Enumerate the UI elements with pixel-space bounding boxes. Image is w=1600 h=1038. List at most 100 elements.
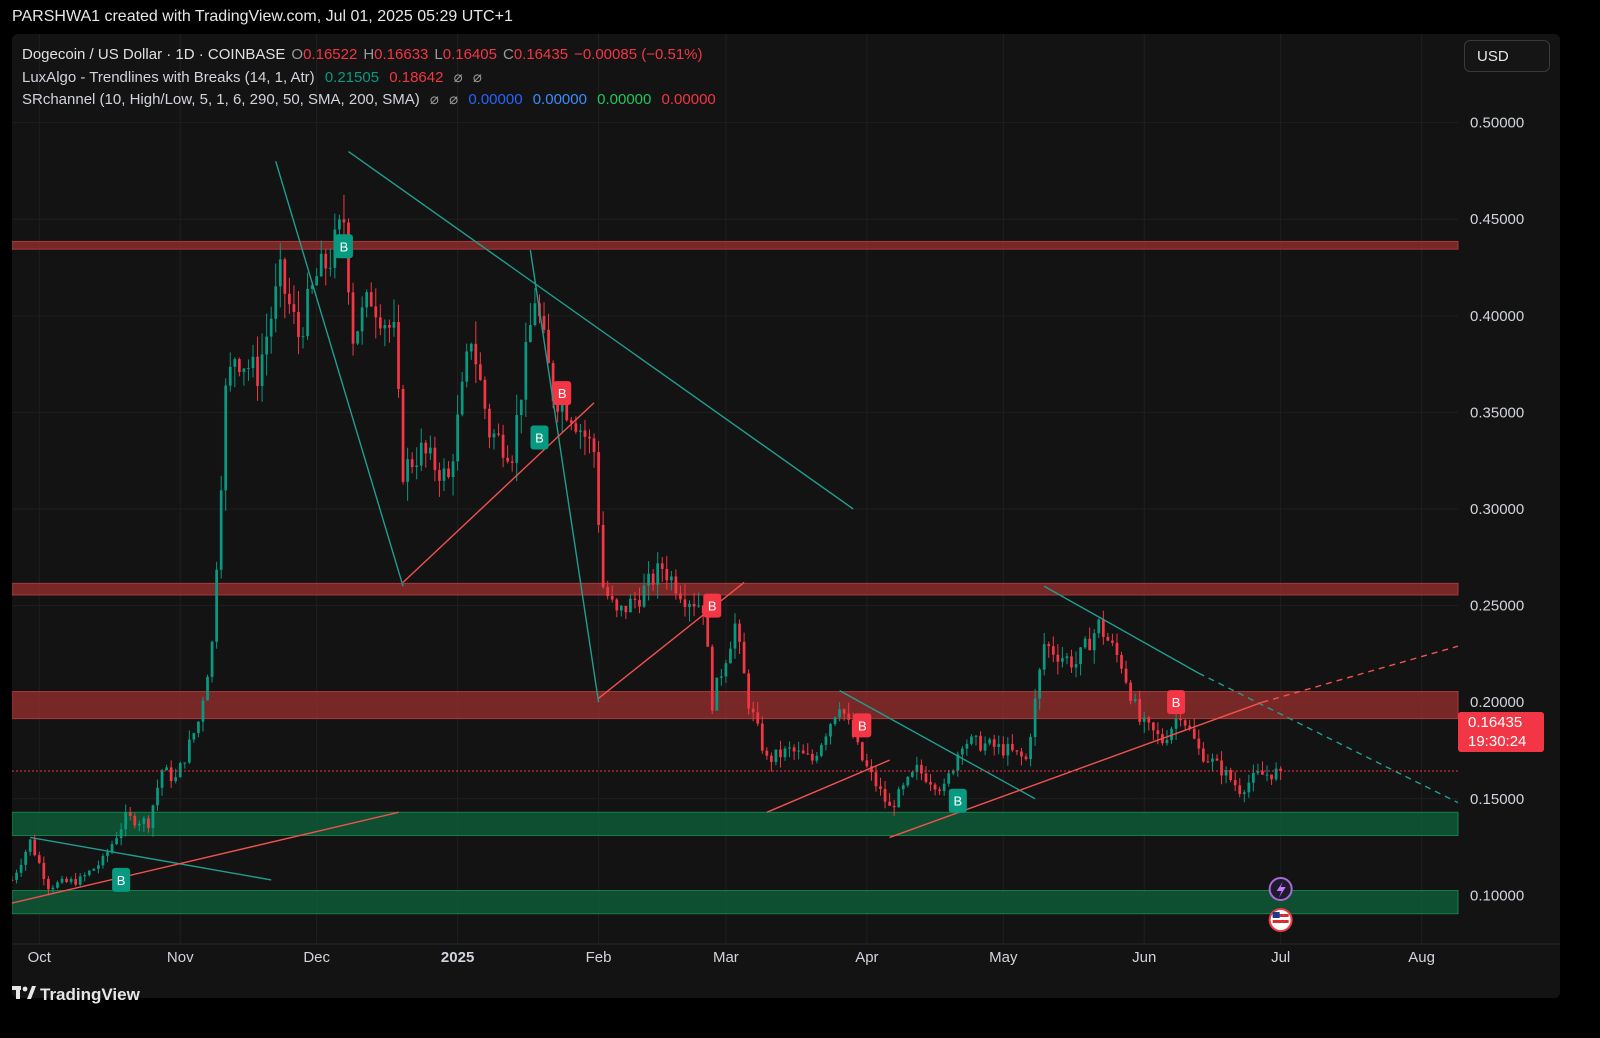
candle-up [729, 648, 732, 664]
candle-up [160, 770, 164, 788]
candle-down [760, 723, 764, 751]
candle-up [560, 401, 564, 412]
candle-up [797, 750, 801, 752]
candle-up [1074, 664, 1078, 668]
candle-up [815, 755, 819, 761]
candle-up [101, 855, 105, 866]
candle-up [833, 717, 837, 725]
candle-up [242, 368, 246, 373]
candle-up [183, 762, 187, 764]
candle-up [533, 303, 537, 326]
candle-down [979, 735, 982, 751]
candle-up [824, 736, 828, 745]
candle-up [656, 563, 660, 585]
candle-up [142, 818, 146, 824]
symbol-title[interactable]: Dogecoin / US Dollar · 1D · COINBASE [22, 46, 286, 63]
candle-down [397, 322, 400, 389]
candle-down [692, 603, 696, 607]
candle-down [651, 573, 655, 585]
candle-up [156, 787, 159, 806]
y-tick-label: 0.20000 [1470, 694, 1524, 711]
candle-down [888, 801, 891, 806]
candle-up [274, 286, 278, 319]
candle-up [60, 878, 64, 883]
candle-down [1220, 760, 1223, 776]
teal-trendline [275, 161, 404, 587]
candle-down [751, 708, 755, 713]
teal-trendline [1198, 672, 1459, 804]
candle-up [1170, 728, 1173, 740]
candle-down [169, 767, 173, 782]
y-tick-label: 0.10000 [1470, 887, 1524, 904]
candle-down [1279, 768, 1283, 772]
candle-down [33, 839, 37, 856]
candle-down [1011, 743, 1014, 751]
candle-up [24, 851, 28, 865]
currency-selector[interactable]: USD [1464, 40, 1550, 72]
candle-down [378, 317, 382, 329]
teal-trendline [529, 250, 600, 703]
price-chart[interactable]: B B B B B B B B 0.50000 0.45000 0.40000 0.35000 0.30… [12, 34, 1560, 998]
candle-up [192, 733, 196, 740]
candle-down [401, 388, 405, 482]
candle-up [201, 700, 205, 722]
y-tick-label: 0.35000 [1470, 404, 1524, 421]
hidden-icon[interactable]: ⌀ [472, 69, 482, 86]
candle-down [747, 673, 751, 709]
candle-down [324, 253, 328, 269]
candle-up [642, 585, 646, 607]
hidden-icon[interactable]: ⌀ [429, 91, 439, 108]
candle-up [519, 399, 523, 416]
candle-up [829, 724, 832, 737]
tradingview-logo-icon [12, 985, 36, 1005]
candle-up [328, 267, 332, 269]
candle-down [237, 359, 241, 373]
indicator-legend-srchannel[interactable]: SRchannel (10, High/Low, 5, 1, 6, 290, 5… [22, 90, 722, 108]
candle-up [788, 747, 791, 749]
candle-up [210, 641, 214, 677]
candle-up [333, 229, 337, 268]
candle-up [783, 748, 787, 758]
hidden-icon[interactable]: ⌀ [453, 69, 463, 86]
indicator-name-srchannel[interactable]: SRchannel (10, High/Low, 5, 1, 6, 290, 5… [22, 91, 420, 108]
candle-down [410, 459, 414, 468]
candle-up [260, 354, 264, 386]
candle-up [960, 748, 964, 755]
candle-up [233, 359, 237, 367]
candle-up [965, 743, 969, 749]
candle-down [701, 605, 705, 614]
candle-up [629, 598, 632, 613]
y-tick-label: 0.45000 [1470, 211, 1524, 228]
red-trendline [12, 811, 399, 904]
candle-up [469, 343, 473, 352]
candle-down [892, 805, 896, 808]
candle-down [1201, 748, 1205, 762]
candle-down [1261, 771, 1264, 775]
candle-up [1256, 771, 1260, 773]
indicator-legend-luxalgo[interactable]: LuxAlgo - Trendlines with Breaks (14, 1,… [22, 68, 488, 86]
candle-up [906, 776, 910, 786]
chart-panel[interactable]: B B B B B B B B 0.50000 0.45000 0.40000 0.35000 0.30… [12, 34, 1560, 998]
hidden-icon[interactable]: ⌀ [449, 91, 459, 108]
indicator-name-luxalgo[interactable]: LuxAlgo - Trendlines with Breaks (14, 1,… [22, 69, 315, 86]
candle-up [724, 663, 728, 677]
candle-down [1101, 619, 1105, 637]
candle-down [1115, 642, 1119, 655]
candle-down [1197, 738, 1201, 749]
close-label: C [502, 46, 514, 63]
footer-brand[interactable]: TradingView [12, 985, 140, 1005]
current-price-label: 0.16435 [1468, 714, 1523, 731]
candle-down [506, 457, 510, 462]
support-zone [12, 890, 1459, 915]
candle-countdown: 19:30:24 [1468, 733, 1527, 750]
candle-up [719, 676, 723, 678]
x-tick-label: May [989, 949, 1018, 966]
break-badge-label: B [708, 599, 717, 614]
luxalgo-value-lower: 0.18642 [389, 69, 444, 86]
candle-down [1229, 770, 1233, 781]
candle-down [65, 878, 68, 882]
y-tick-label: 0.30000 [1470, 501, 1524, 518]
red-trendline [1262, 645, 1459, 703]
candle-down [488, 408, 491, 438]
candle-down [565, 401, 569, 421]
